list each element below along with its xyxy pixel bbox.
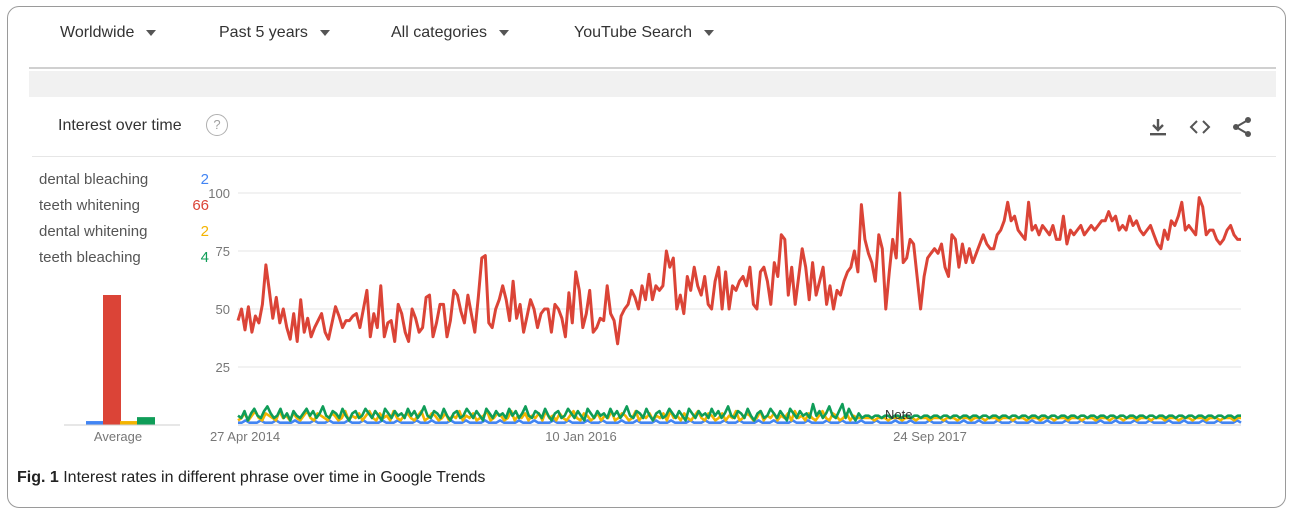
average-bar — [137, 417, 155, 425]
average-label: Average — [94, 429, 142, 444]
filter-region-label: Worldwide — [60, 24, 135, 41]
caption-text: Interest rates in different phrase over … — [63, 469, 486, 486]
filter-search-type-label: YouTube Search — [574, 24, 693, 41]
legend-item[interactable]: teeth whitening 66 — [39, 197, 209, 219]
x-tick-label: 24 Sep 2017 — [893, 429, 967, 444]
legend-average: 2 — [200, 223, 209, 240]
legend-item[interactable]: teeth bleaching 4 — [39, 249, 209, 271]
figure-frame: Worldwide Past 5 years All categories Yo… — [7, 6, 1286, 508]
y-tick-label: 50 — [216, 302, 230, 317]
filter-bar: Worldwide Past 5 years All categories Yo… — [29, 7, 1276, 69]
card-header: Interest over time ? — [32, 97, 1276, 157]
chevron-down-icon — [146, 30, 157, 36]
filter-time-range-label: Past 5 years — [219, 24, 308, 41]
download-icon[interactable] — [1146, 115, 1170, 139]
interest-card: Interest over time ? dental bleaching 2 — [32, 97, 1276, 469]
x-tick-label: 27 Apr 2014 — [210, 429, 280, 444]
y-tick-label: 100 — [208, 186, 230, 201]
filter-category-label: All categories — [391, 24, 488, 41]
legend-average: 2 — [200, 171, 209, 188]
figure-caption: Fig. 1 Interest rates in different phras… — [17, 469, 485, 487]
legend-item[interactable]: dental whitening 2 — [39, 223, 209, 245]
series-line — [237, 402, 1241, 422]
y-tick-label: 75 — [216, 244, 230, 259]
filter-search-type[interactable]: YouTube Search — [574, 24, 715, 42]
y-tick-label: 25 — [216, 360, 230, 375]
average-bar — [120, 421, 138, 425]
note-label: Note — [885, 407, 912, 422]
legend-label: teeth whitening — [39, 197, 140, 214]
section-gap — [29, 71, 1276, 97]
average-bar — [103, 295, 121, 425]
x-tick-label: 10 Jan 2016 — [545, 429, 617, 444]
chevron-down-icon — [704, 30, 715, 36]
filter-region[interactable]: Worldwide — [60, 24, 157, 42]
share-icon[interactable] — [1230, 115, 1254, 139]
card-title: Interest over time — [58, 117, 182, 134]
legend-label: dental bleaching — [39, 171, 149, 188]
average-bar — [86, 421, 104, 425]
chevron-down-icon — [319, 30, 330, 36]
filter-time-range[interactable]: Past 5 years — [219, 24, 330, 42]
legend-item[interactable]: dental bleaching 2 — [39, 171, 209, 193]
filter-category[interactable]: All categories — [391, 24, 510, 42]
legend-label: dental whitening — [39, 223, 148, 240]
embed-icon[interactable] — [1188, 115, 1212, 139]
legend-average: 4 — [200, 249, 209, 266]
legend-average: 66 — [192, 197, 209, 214]
interest-chart: 25 50 75 100 27 Apr 2014 10 Jan 2016 24 Sep 20… — [64, 186, 1242, 444]
chevron-down-icon — [499, 30, 510, 36]
series-line — [236, 191, 1241, 346]
help-icon[interactable]: ? — [206, 114, 228, 136]
caption-prefix: Fig. 1 — [17, 469, 59, 486]
legend-label: teeth bleaching — [39, 249, 141, 266]
